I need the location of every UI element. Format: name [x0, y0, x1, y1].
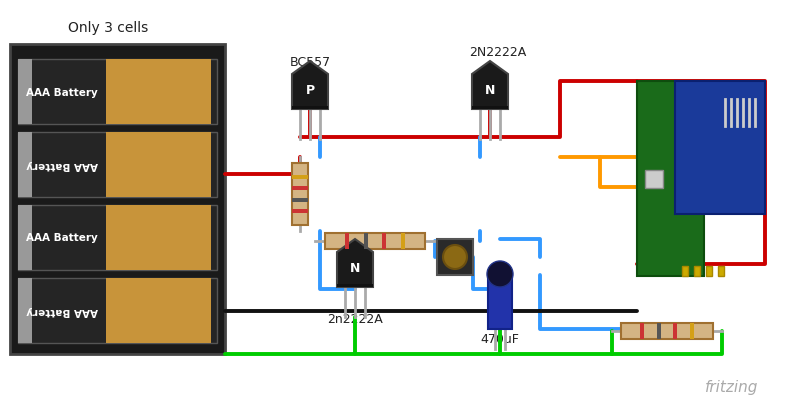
Bar	[706, 266, 712, 276]
Circle shape	[487, 261, 513, 287]
Bar	[292, 187, 308, 191]
Bar	[292, 164, 308, 226]
Bar	[18, 60, 217, 125]
Bar	[18, 278, 32, 343]
Bar	[337, 284, 373, 287]
Bar	[10, 45, 225, 354]
Bar	[292, 198, 308, 202]
Text: N: N	[485, 83, 495, 96]
Text: 2N2222A: 2N2222A	[470, 45, 526, 58]
Text: 2n2222A: 2n2222A	[327, 313, 383, 326]
Text: 470uF: 470uF	[481, 333, 519, 345]
Bar	[645, 171, 663, 189]
Circle shape	[443, 245, 467, 269]
Bar	[292, 107, 328, 110]
Bar	[18, 133, 32, 198]
Bar	[718, 266, 725, 276]
Bar	[364, 233, 368, 249]
Text: P: P	[306, 83, 314, 96]
Bar	[18, 205, 217, 270]
Bar	[694, 266, 701, 276]
Text: C1: C1	[492, 318, 508, 331]
Text: fritzing: fritzing	[705, 379, 758, 394]
Text: AAA Battery: AAA Battery	[26, 233, 98, 243]
Text: Only 3 cells: Only 3 cells	[68, 21, 148, 35]
Bar	[401, 233, 405, 249]
Bar	[18, 278, 217, 343]
Bar	[18, 205, 32, 270]
Bar	[639, 323, 643, 339]
Bar	[346, 233, 350, 249]
Bar	[382, 233, 386, 249]
Polygon shape	[472, 62, 508, 110]
Bar	[682, 266, 688, 276]
Bar	[657, 323, 661, 339]
Bar	[106, 205, 211, 270]
Bar	[488, 274, 512, 329]
Bar	[690, 323, 694, 339]
Text: AAA Battery: AAA Battery	[26, 306, 98, 316]
Polygon shape	[337, 239, 373, 287]
Text: AAA Battery: AAA Battery	[26, 160, 98, 170]
Bar	[106, 133, 211, 198]
Bar	[675, 82, 765, 214]
Bar	[106, 60, 211, 125]
Bar	[637, 82, 703, 276]
Bar	[472, 107, 508, 110]
Text: BC557: BC557	[290, 55, 330, 68]
Bar	[106, 278, 211, 343]
Text: N: N	[350, 261, 360, 274]
Polygon shape	[292, 62, 328, 110]
Bar	[437, 239, 473, 275]
Bar	[325, 233, 426, 249]
Bar	[18, 60, 32, 125]
Text: AAA Battery: AAA Battery	[26, 87, 98, 97]
Bar	[621, 323, 714, 339]
Bar	[674, 323, 678, 339]
Bar	[292, 175, 308, 179]
Bar	[18, 133, 217, 198]
Bar	[292, 209, 308, 213]
